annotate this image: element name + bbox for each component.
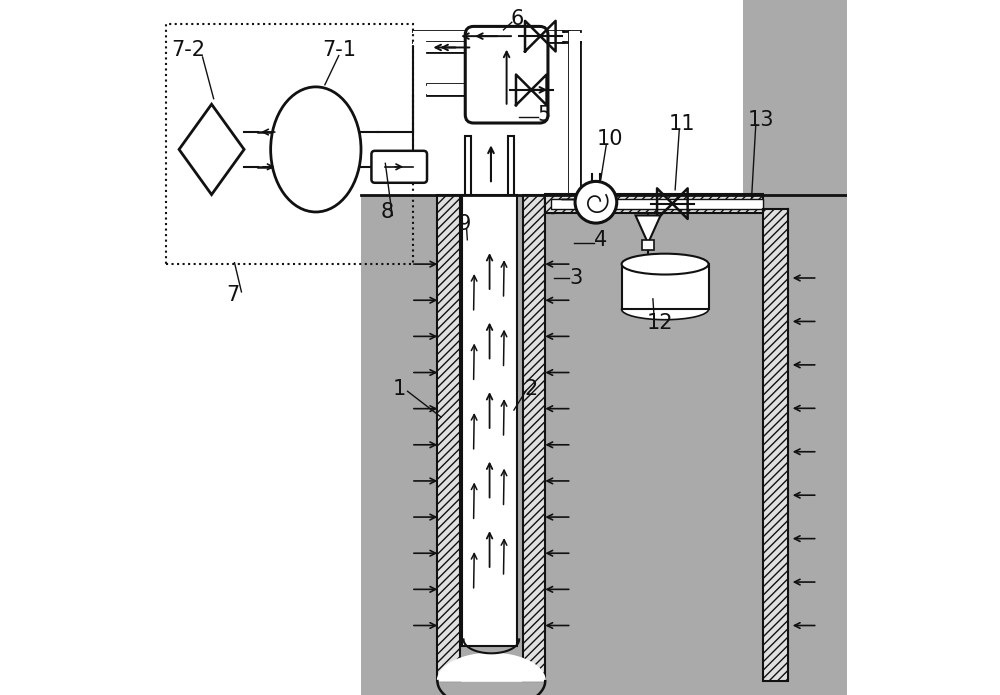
Bar bbox=[361, 195, 847, 695]
Bar bbox=[545, 194, 763, 213]
Circle shape bbox=[575, 181, 617, 223]
Bar bbox=[437, 195, 460, 681]
Ellipse shape bbox=[622, 299, 708, 320]
Bar bbox=[166, 24, 413, 264]
Bar bbox=[551, 199, 763, 208]
Bar bbox=[545, 195, 551, 213]
Bar bbox=[551, 195, 554, 213]
Bar bbox=[743, 0, 847, 695]
Bar bbox=[622, 264, 708, 309]
Text: 7-2: 7-2 bbox=[172, 40, 206, 60]
Bar bbox=[427, 84, 540, 95]
Text: 4: 4 bbox=[594, 230, 607, 250]
Text: 11: 11 bbox=[669, 114, 695, 133]
Bar bbox=[523, 195, 545, 681]
Polygon shape bbox=[636, 215, 661, 243]
Bar bbox=[462, 195, 517, 646]
Text: 7: 7 bbox=[226, 286, 239, 305]
Text: 6: 6 bbox=[511, 9, 524, 28]
Text: 10: 10 bbox=[597, 129, 623, 149]
Bar bbox=[508, 136, 514, 195]
FancyBboxPatch shape bbox=[465, 26, 548, 123]
Ellipse shape bbox=[622, 254, 708, 275]
Bar bbox=[503, 31, 510, 35]
Bar bbox=[642, 240, 654, 250]
Text: 9: 9 bbox=[457, 214, 471, 234]
Bar bbox=[465, 136, 471, 195]
Bar bbox=[413, 31, 563, 42]
Text: 8: 8 bbox=[381, 202, 394, 222]
Polygon shape bbox=[437, 653, 545, 681]
Polygon shape bbox=[179, 104, 244, 195]
Text: 13: 13 bbox=[747, 110, 774, 129]
Bar bbox=[569, 31, 580, 197]
Text: 5: 5 bbox=[537, 105, 550, 124]
Text: 2: 2 bbox=[525, 379, 538, 399]
Text: 3: 3 bbox=[570, 268, 583, 288]
Bar bbox=[763, 208, 788, 681]
Bar bbox=[413, 42, 474, 52]
Text: 12: 12 bbox=[647, 313, 673, 333]
FancyBboxPatch shape bbox=[371, 151, 427, 183]
Text: 1: 1 bbox=[393, 379, 406, 399]
Ellipse shape bbox=[271, 87, 361, 212]
Text: 7-1: 7-1 bbox=[322, 40, 356, 60]
